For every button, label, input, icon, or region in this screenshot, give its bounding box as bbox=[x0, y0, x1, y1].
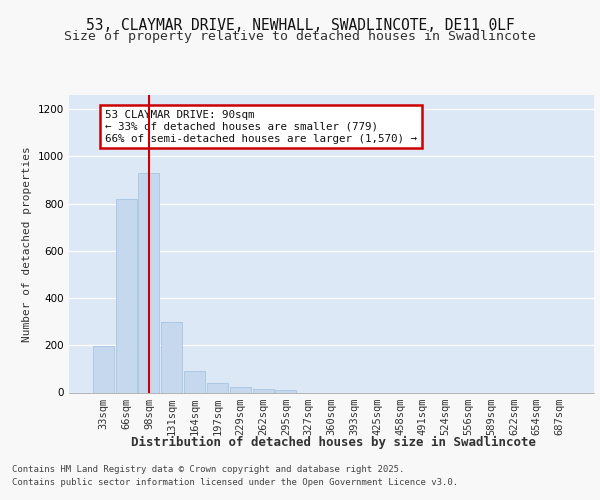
Bar bbox=[253, 389, 274, 392]
Text: 53, CLAYMAR DRIVE, NEWHALL, SWADLINCOTE, DE11 0LF: 53, CLAYMAR DRIVE, NEWHALL, SWADLINCOTE,… bbox=[86, 18, 514, 32]
Text: Size of property relative to detached houses in Swadlincote: Size of property relative to detached ho… bbox=[64, 30, 536, 43]
Bar bbox=[116, 199, 137, 392]
Bar bbox=[139, 173, 160, 392]
Text: 53 CLAYMAR DRIVE: 90sqm
← 33% of detached houses are smaller (779)
66% of semi-d: 53 CLAYMAR DRIVE: 90sqm ← 33% of detache… bbox=[105, 110, 417, 144]
Text: Contains HM Land Registry data © Crown copyright and database right 2025.: Contains HM Land Registry data © Crown c… bbox=[12, 466, 404, 474]
Bar bbox=[184, 371, 205, 392]
Bar bbox=[93, 346, 114, 393]
Bar bbox=[161, 322, 182, 392]
Bar bbox=[275, 390, 296, 392]
Bar bbox=[230, 386, 251, 392]
Text: Contains public sector information licensed under the Open Government Licence v3: Contains public sector information licen… bbox=[12, 478, 458, 487]
Y-axis label: Number of detached properties: Number of detached properties bbox=[22, 146, 32, 342]
Text: Distribution of detached houses by size in Swadlincote: Distribution of detached houses by size … bbox=[131, 436, 536, 449]
Bar bbox=[207, 383, 228, 392]
